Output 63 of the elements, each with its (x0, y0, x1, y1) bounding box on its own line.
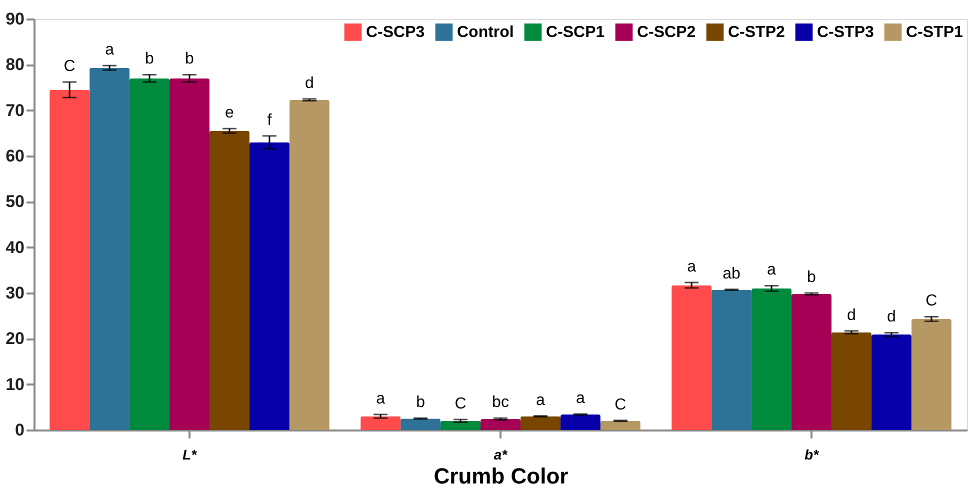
x-axis-title: Crumb Color (434, 464, 569, 488)
legend-label: C-STP3 (817, 24, 874, 42)
legend-label: C-SCP3 (366, 24, 425, 42)
y-tick-label: 80 (6, 55, 24, 74)
y-tick-label: 30 (6, 284, 24, 302)
bar (360, 416, 401, 430)
data-label: C (614, 396, 626, 414)
y-tick-label: 40 (6, 238, 24, 257)
legend-label: C-STP1 (906, 24, 963, 42)
bar (209, 130, 250, 430)
data-label: f (267, 112, 272, 129)
bar (440, 420, 481, 430)
bar (400, 418, 441, 430)
bar (600, 420, 640, 430)
y-tick-label: 0 (15, 420, 24, 440)
data-label: b (807, 269, 816, 286)
bar (792, 294, 832, 430)
legend-label: C-SCP1 (546, 24, 605, 42)
data-label: a (767, 262, 776, 279)
bar (90, 68, 130, 430)
data-label: a (105, 42, 114, 59)
y-tick-label: 70 (6, 100, 24, 120)
data-label: d (847, 306, 856, 324)
data-label: d (305, 74, 314, 92)
legend-label: Control (457, 24, 514, 42)
bar (130, 78, 170, 430)
bar (480, 419, 520, 430)
x-tick-label: b* (804, 446, 820, 462)
legend-label: C-SCP2 (637, 24, 696, 42)
data-label: d (887, 308, 896, 326)
bar (871, 334, 912, 430)
data-label: ab (722, 265, 741, 282)
data-label: a (376, 390, 386, 408)
data-label: bc (492, 394, 509, 412)
bar (50, 90, 90, 430)
bar (249, 142, 290, 430)
y-tick-label: 10 (6, 374, 24, 394)
bar (672, 285, 712, 430)
bar (911, 319, 952, 430)
y-tick-label: 20 (6, 329, 24, 348)
bar (831, 332, 872, 430)
x-tick-label: a* (494, 446, 508, 462)
data-label: a (536, 392, 546, 409)
data-label: b (145, 50, 154, 68)
data-label: C (454, 395, 466, 412)
y-tick-label: 60 (6, 146, 24, 166)
bar (289, 100, 330, 430)
data-label: b (416, 394, 426, 412)
data-label: C (926, 292, 938, 310)
data-label: a (576, 390, 586, 408)
bar (712, 290, 752, 430)
bar (560, 414, 600, 430)
data-label: e (225, 104, 234, 122)
legend-label: C-STP2 (728, 24, 785, 42)
x-tick-label: L* (182, 446, 198, 462)
y-tick-label: 90 (6, 10, 24, 28)
bar (520, 416, 560, 430)
data-label: b (185, 50, 194, 68)
data-label: a (687, 258, 696, 276)
y-tick-label: 50 (6, 192, 24, 212)
data-label: C (64, 58, 76, 76)
bar (752, 288, 792, 430)
bar (170, 78, 210, 430)
